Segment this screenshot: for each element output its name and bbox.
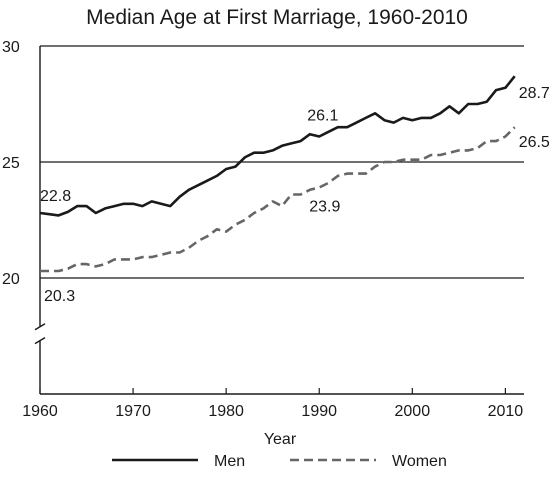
y-axis-tick-labels: 20 25 30 xyxy=(2,39,20,288)
legend-label-women: Women xyxy=(392,453,447,470)
y-tick-label-25: 25 xyxy=(2,155,20,172)
data-label-women-2011: 26.5 xyxy=(519,134,550,151)
series-line-men xyxy=(39,75,516,217)
data-annotations: 22.8 26.1 28.7 20.3 23.9 26.5 xyxy=(40,85,550,305)
x-axis-tick-labels: 1960 1970 1980 1990 2000 2010 xyxy=(22,403,523,420)
legend: Men Women xyxy=(112,453,447,470)
axis-break-mark-upper xyxy=(34,323,46,331)
y-tick-label-30: 30 xyxy=(2,39,20,56)
series-lines xyxy=(39,75,516,273)
data-label-women-1960: 20.3 xyxy=(44,288,75,305)
x-tick-label-1990: 1990 xyxy=(301,403,337,420)
data-label-men-1960: 22.8 xyxy=(40,188,71,205)
data-label-women-1990: 23.9 xyxy=(309,199,340,216)
chart-title: Median Age at First Marriage, 1960-2010 xyxy=(86,6,468,29)
x-axis-label: Year xyxy=(264,431,297,448)
y-tick-label-20: 20 xyxy=(2,271,20,288)
axis-break-mark-lower xyxy=(34,337,46,345)
x-tick-label-1980: 1980 xyxy=(208,403,244,420)
chart-axes xyxy=(34,46,524,395)
horizontal-gridlines xyxy=(40,45,524,279)
data-label-men-1990: 26.1 xyxy=(307,107,338,124)
data-label-men-2011: 28.7 xyxy=(519,85,550,102)
x-tick-label-1970: 1970 xyxy=(115,403,151,420)
series-line-women xyxy=(40,126,516,273)
x-tick-label-2000: 2000 xyxy=(395,403,431,420)
legend-label-men: Men xyxy=(214,453,245,470)
x-tick-label-2010: 2010 xyxy=(488,403,524,420)
x-tick-label-1960: 1960 xyxy=(22,403,58,420)
